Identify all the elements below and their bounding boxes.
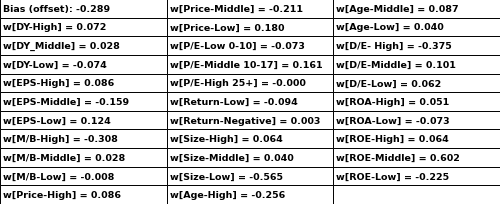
Bar [0, 0, 166, 19]
Text: w[D/E-Middle] = 0.101: w[D/E-Middle] = 0.101 [336, 60, 456, 69]
Text: w[Return-Negative] = 0.003: w[Return-Negative] = 0.003 [170, 116, 320, 125]
Text: w[ROE-Middle] = 0.602: w[ROE-Middle] = 0.602 [336, 153, 460, 162]
Bar [166, 74, 333, 93]
Bar [166, 167, 333, 185]
Text: w[Age-Low] = 0.040: w[Age-Low] = 0.040 [336, 23, 444, 32]
Bar [333, 111, 500, 130]
Text: w[ROE-High] = 0.064: w[ROE-High] = 0.064 [336, 135, 449, 144]
Bar [166, 111, 333, 130]
Text: w[ROA-High] = 0.051: w[ROA-High] = 0.051 [336, 98, 449, 106]
Text: w[Return-Low] = -0.094: w[Return-Low] = -0.094 [170, 98, 297, 106]
Text: w[D/E-Low] = 0.062: w[D/E-Low] = 0.062 [336, 79, 442, 88]
Text: w[Age-Middle] = 0.087: w[Age-Middle] = 0.087 [336, 5, 458, 14]
Bar [166, 130, 333, 148]
Bar [166, 37, 333, 56]
Bar [0, 37, 166, 56]
Bar [0, 111, 166, 130]
Text: w[Price-Middle] = -0.211: w[Price-Middle] = -0.211 [170, 5, 302, 14]
Bar [0, 56, 166, 74]
Text: w[Size-Low] = -0.565: w[Size-Low] = -0.565 [170, 172, 282, 181]
Bar [0, 19, 166, 37]
Text: w[P/E-Middle 10-17] = 0.161: w[P/E-Middle 10-17] = 0.161 [170, 60, 322, 69]
Text: w[DY-Low] = -0.074: w[DY-Low] = -0.074 [3, 60, 107, 69]
Bar [333, 93, 500, 111]
Bar [333, 74, 500, 93]
Text: Bias (offset): -0.289: Bias (offset): -0.289 [3, 5, 110, 14]
Text: w[M/B-High] = -0.308: w[M/B-High] = -0.308 [3, 135, 118, 144]
Bar [166, 185, 333, 204]
Text: w[M/B-Low] = -0.008: w[M/B-Low] = -0.008 [3, 172, 114, 181]
Bar [166, 19, 333, 37]
Text: w[Price-High] = 0.086: w[Price-High] = 0.086 [3, 190, 121, 199]
Bar [0, 148, 166, 167]
Bar [333, 56, 500, 74]
Bar [166, 56, 333, 74]
Text: w[EPS-Middle] = -0.159: w[EPS-Middle] = -0.159 [3, 98, 129, 106]
Bar [0, 167, 166, 185]
Text: w[Price-Low] = 0.180: w[Price-Low] = 0.180 [170, 23, 284, 32]
Bar [333, 130, 500, 148]
Text: w[P/E-Low 0-10] = -0.073: w[P/E-Low 0-10] = -0.073 [170, 42, 304, 51]
Bar [0, 74, 166, 93]
Bar [333, 148, 500, 167]
Text: w[Age-High] = -0.256: w[Age-High] = -0.256 [170, 190, 285, 199]
Bar [166, 0, 333, 19]
Bar [333, 185, 500, 204]
Bar [333, 0, 500, 19]
Bar [0, 93, 166, 111]
Bar [333, 19, 500, 37]
Bar [333, 37, 500, 56]
Text: w[D/E- High] = -0.375: w[D/E- High] = -0.375 [336, 42, 452, 51]
Bar [166, 93, 333, 111]
Text: w[Size-Middle] = 0.040: w[Size-Middle] = 0.040 [170, 153, 293, 162]
Bar [0, 185, 166, 204]
Bar [333, 167, 500, 185]
Text: w[DY_Middle] = 0.028: w[DY_Middle] = 0.028 [3, 42, 120, 51]
Text: w[ROE-Low] = -0.225: w[ROE-Low] = -0.225 [336, 172, 449, 181]
Text: w[M/B-Middle] = 0.028: w[M/B-Middle] = 0.028 [3, 153, 125, 162]
Text: w[EPS-High] = 0.086: w[EPS-High] = 0.086 [3, 79, 114, 88]
Text: w[Size-High] = 0.064: w[Size-High] = 0.064 [170, 135, 282, 144]
Text: w[EPS-Low] = 0.124: w[EPS-Low] = 0.124 [3, 116, 111, 125]
Bar [0, 130, 166, 148]
Text: w[ROA-Low] = -0.073: w[ROA-Low] = -0.073 [336, 116, 450, 125]
Bar [166, 148, 333, 167]
Text: w[P/E-High 25+] = -0.000: w[P/E-High 25+] = -0.000 [170, 79, 306, 88]
Text: w[DY-High] = 0.072: w[DY-High] = 0.072 [3, 23, 106, 32]
